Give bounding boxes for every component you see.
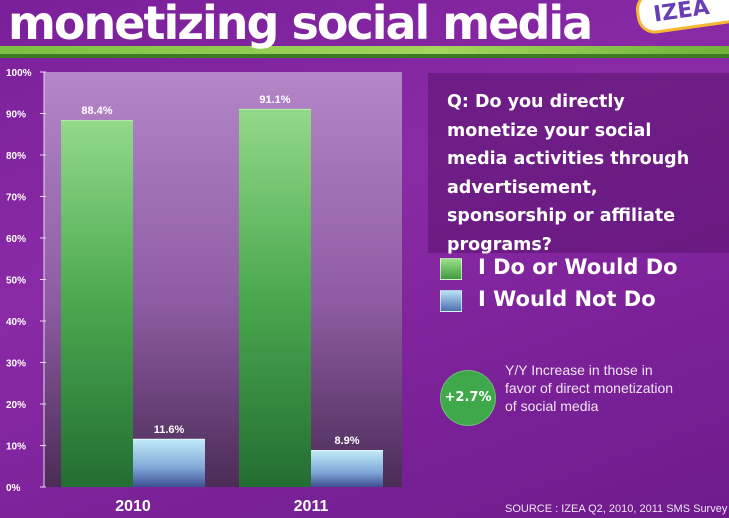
x-tick-label: 2010 bbox=[115, 498, 151, 515]
increase-note: Y/Y Increase in those in favor of direct… bbox=[505, 362, 674, 414]
x-axis: 2010 2011 bbox=[115, 498, 328, 515]
y-tick-label: 60% bbox=[6, 234, 26, 245]
y-tick-label: 50% bbox=[6, 276, 26, 287]
increase-badge: +2.7% bbox=[440, 370, 496, 426]
bars-group bbox=[61, 108, 383, 487]
value-labels: 88.4% 11.6% 91.1% 8.9% bbox=[81, 94, 359, 447]
bar-do-2010 bbox=[61, 120, 133, 487]
logo-text: IZEA bbox=[652, 0, 712, 28]
bar-chart: 0% 10% 20% 30% 40% 50% 60% 70% 80% 90% 100% 88.4% 1… bbox=[6, 68, 402, 515]
y-tick-label: 80% bbox=[6, 151, 26, 162]
data-label: 88.4% bbox=[81, 105, 112, 117]
izea-logo: IZEA bbox=[633, 0, 729, 36]
y-tick-label: 20% bbox=[6, 400, 26, 411]
data-label: 8.9% bbox=[334, 435, 359, 447]
y-tick-label: 70% bbox=[6, 193, 26, 204]
survey-question: Q: Do you directly monetize your social … bbox=[447, 92, 690, 255]
title-underline-stripe bbox=[0, 46, 729, 54]
y-axis: 0% 10% 20% 30% 40% 50% 60% 70% 80% 90% 100% bbox=[6, 68, 46, 494]
legend-swatch-green bbox=[440, 258, 462, 280]
source-note: SOURCE : IZEA Q2, 2010, 2011 SMS Survey bbox=[505, 503, 728, 515]
y-tick-label: 100% bbox=[6, 68, 32, 79]
data-label: 11.6% bbox=[154, 424, 185, 436]
bar-not-do-2011 bbox=[311, 450, 383, 487]
y-tick-label: 90% bbox=[6, 110, 26, 121]
data-label: 91.1% bbox=[259, 94, 290, 106]
question-panel bbox=[428, 73, 729, 253]
legend-label-not-do: I Would Not Do bbox=[478, 287, 656, 311]
increase-value: +2.7% bbox=[444, 390, 492, 405]
bar-not-do-2010 bbox=[133, 438, 205, 487]
title-underline-shadow bbox=[0, 54, 729, 58]
x-tick-label: 2011 bbox=[294, 498, 329, 515]
legend-label-do: I Do or Would Do bbox=[478, 255, 678, 279]
bar-do-2011 bbox=[239, 108, 311, 487]
y-tick-label: 10% bbox=[6, 442, 26, 453]
y-tick-label: 40% bbox=[6, 317, 26, 328]
y-tick-label: 0% bbox=[6, 483, 21, 494]
legend-swatch-blue bbox=[440, 290, 462, 312]
y-tick-label: 30% bbox=[6, 359, 26, 370]
page-title: monetizing social media bbox=[8, 0, 593, 50]
